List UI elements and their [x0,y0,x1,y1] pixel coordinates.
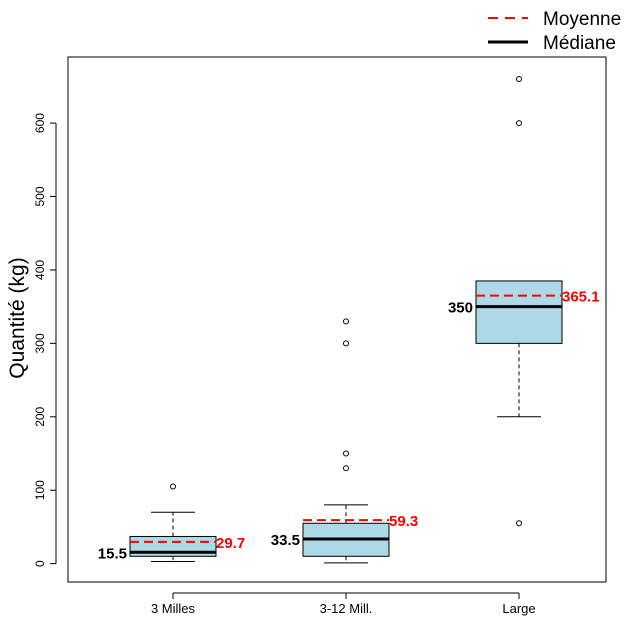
y-tick-label: 300 [33,333,47,353]
x-tick-label: 3-12 Mill. [320,601,373,616]
legend-label: Moyenne [543,9,621,30]
x-axis: 3 Milles 3-12 Mill. Large [151,592,536,616]
outlier-point [343,318,349,325]
boxes: 15.5 29.7 33.5 59.3 350 365.1 [98,76,600,564]
legend: Moyenne Médiane [488,9,621,54]
box-group: 33.5 59.3 [271,318,418,564]
y-tick-label: 400 [33,260,47,280]
y-tick-label: 600 [33,113,47,133]
outlier-point [516,76,522,83]
y-tick-label: 200 [33,406,47,426]
y-axis: 0 100 200 300 400 500 600 [33,113,57,567]
outlier-point [343,450,349,457]
outlier-point [516,120,522,127]
outlier-point [170,483,176,490]
y-tick-label: 500 [33,186,47,206]
outlier-point [516,520,522,527]
y-tick-label: 0 [33,560,47,567]
outlier-point [343,465,349,472]
mean-label: 59.3 [389,513,418,530]
y-tick-label: 100 [33,480,47,500]
median-label: 350 [448,300,473,317]
x-tick-label: Large [502,601,535,616]
mean-label: 365.1 [562,289,600,306]
median-label: 15.5 [98,545,127,562]
box-group: 15.5 29.7 [98,483,245,562]
median-label: 33.5 [271,532,300,549]
plot-frame [67,56,607,583]
legend-label: Médiane [543,33,616,54]
x-tick-label: 3 Milles [151,601,196,616]
box-group: 350 365.1 [448,76,600,527]
outlier-point [343,340,349,347]
y-axis-label: Quantité (kg) [6,257,29,378]
box-iqr [475,280,563,344]
mean-label: 29.7 [216,535,245,552]
